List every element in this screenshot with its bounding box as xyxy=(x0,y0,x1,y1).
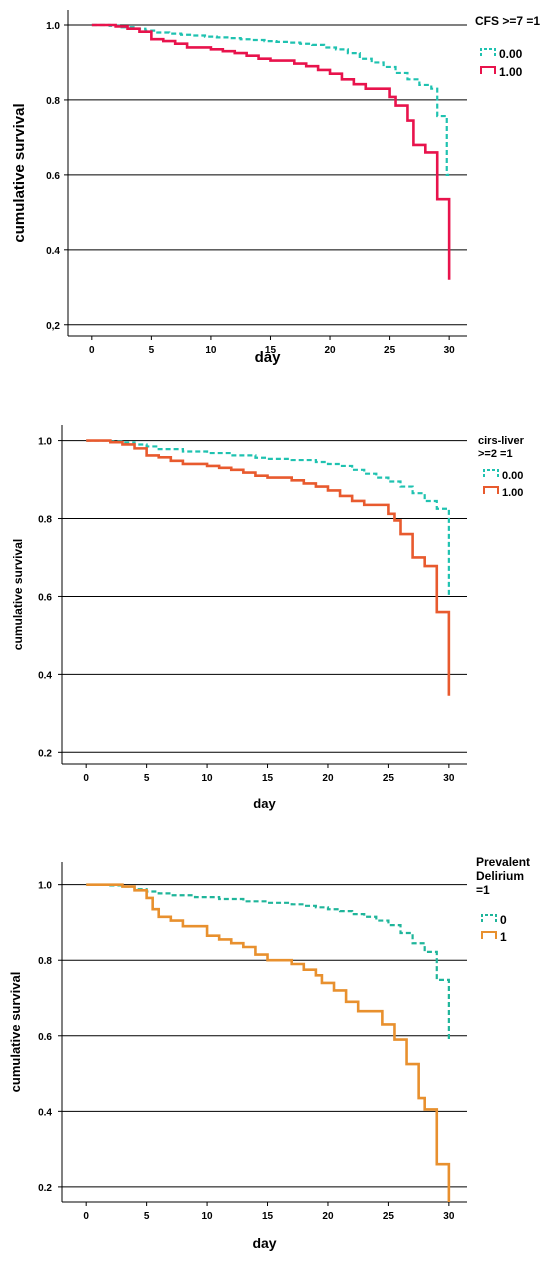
x-tick-label: 25 xyxy=(383,1211,395,1222)
km-chart-cirs-liver: 1.0 0.8 0.6 0.4 0.2 0 5 10 15 20 25 30 day cumulative… xyxy=(0,420,550,820)
x-tick-label: 0 xyxy=(89,345,95,356)
y-tick-label: 1.0 xyxy=(38,881,52,892)
legend-title: CFS >=7 =1 xyxy=(475,14,540,28)
x-tick-label: 25 xyxy=(384,345,396,356)
x-tick-label: 20 xyxy=(322,1211,334,1222)
y-axis-label: cumulative survival xyxy=(8,972,23,1093)
x-tick-label: 20 xyxy=(324,345,336,356)
y-tick-label: 0,2 xyxy=(46,321,60,332)
x-axis-label: day xyxy=(253,796,276,811)
survival-curve-1.00 xyxy=(91,23,451,280)
legend-title: =1 xyxy=(476,883,490,897)
survival-curve-1.00 xyxy=(86,439,451,696)
survival-curve-0 xyxy=(86,883,450,1042)
legend-swatch xyxy=(481,931,497,939)
legend-item-label: 1 xyxy=(500,930,507,944)
legend-item-label: 0.00 xyxy=(502,470,523,482)
survival-curve-0.00 xyxy=(91,23,450,176)
survival-curve-1 xyxy=(86,883,451,1202)
legend-swatch xyxy=(483,469,499,477)
legend-item-label: 1.00 xyxy=(502,487,523,499)
km-chart-prevalent-delirium: 1.0 0.8 0.6 0.4 0.2 0 5 10 15 20 25 30 day cumulative… xyxy=(0,850,550,1260)
y-axis-label: cumulative survival xyxy=(11,103,28,242)
x-tick-label: 25 xyxy=(383,773,395,784)
x-tick-label: 30 xyxy=(443,1211,455,1222)
legend-item-label: 0 xyxy=(500,913,507,927)
x-tick-label: 10 xyxy=(205,345,217,356)
x-tick-label: 30 xyxy=(443,773,455,784)
y-tick-label: 0.8 xyxy=(38,956,52,967)
legend-item-label: 0.00 xyxy=(499,47,523,61)
x-tick-label: 5 xyxy=(144,773,150,784)
legend-title: Prevalent xyxy=(476,855,530,869)
x-tick-label: 0 xyxy=(83,773,89,784)
x-tick-label: 0 xyxy=(83,1211,89,1222)
y-tick-label: 0.2 xyxy=(38,1183,52,1194)
y-tick-label: 0.8 xyxy=(46,96,60,107)
y-tick-label: 1.0 xyxy=(38,437,52,448)
legend-title: Delirium xyxy=(476,869,524,883)
legend-swatch xyxy=(480,66,496,74)
y-tick-label: 0.4 xyxy=(46,246,60,257)
y-tick-label: 0.4 xyxy=(38,1107,52,1118)
y-tick-label: 0.4 xyxy=(38,670,52,681)
x-tick-label: 30 xyxy=(444,345,456,356)
x-axis-label: day xyxy=(252,1235,276,1251)
y-tick-label: 0.6 xyxy=(46,171,60,182)
y-tick-label: 1.0 xyxy=(46,21,60,32)
x-tick-label: 5 xyxy=(149,345,155,356)
y-tick-label: 0.8 xyxy=(38,515,52,526)
survival-curve-0.00 xyxy=(86,439,450,597)
y-tick-label: 0.2 xyxy=(38,748,52,759)
km-chart-cfs: 1.0 0.8 0.6 0.4 0,2 0 5 10 15 20 25 30 day cumulative… xyxy=(0,0,550,390)
legend-swatch xyxy=(483,486,499,494)
y-axis-label: cumulative survival xyxy=(11,539,25,650)
x-tick-label: 10 xyxy=(202,773,214,784)
legend-title: >=2 =1 xyxy=(478,448,513,460)
x-tick-label: 15 xyxy=(262,1211,274,1222)
legend-item-label: 1.00 xyxy=(499,65,523,79)
chart-cirs-liver-svg: 1.0 0.8 0.6 0.4 0.2 0 5 10 15 20 25 30 day cumulative… xyxy=(11,425,525,811)
legend-title: cirs-liver xyxy=(478,435,525,447)
x-tick-label: 10 xyxy=(202,1211,214,1222)
x-tick-label: 15 xyxy=(262,773,274,784)
x-tick-label: 5 xyxy=(144,1211,150,1222)
chart-cfs-svg: 1.0 0.8 0.6 0.4 0,2 0 5 10 15 20 25 30 day cumulative… xyxy=(11,10,540,366)
y-tick-label: 0.6 xyxy=(38,592,52,603)
chart-delirium-svg: 1.00.80.60.40.20 5 10 15 20 25 30daycumulative… xyxy=(8,855,530,1251)
y-tick-label: 0.6 xyxy=(38,1032,52,1043)
x-tick-label: 15 xyxy=(265,345,277,356)
legend-swatch xyxy=(481,914,497,922)
legend-swatch xyxy=(480,48,496,56)
x-axis-label: day xyxy=(255,349,282,366)
x-tick-label: 20 xyxy=(322,773,334,784)
